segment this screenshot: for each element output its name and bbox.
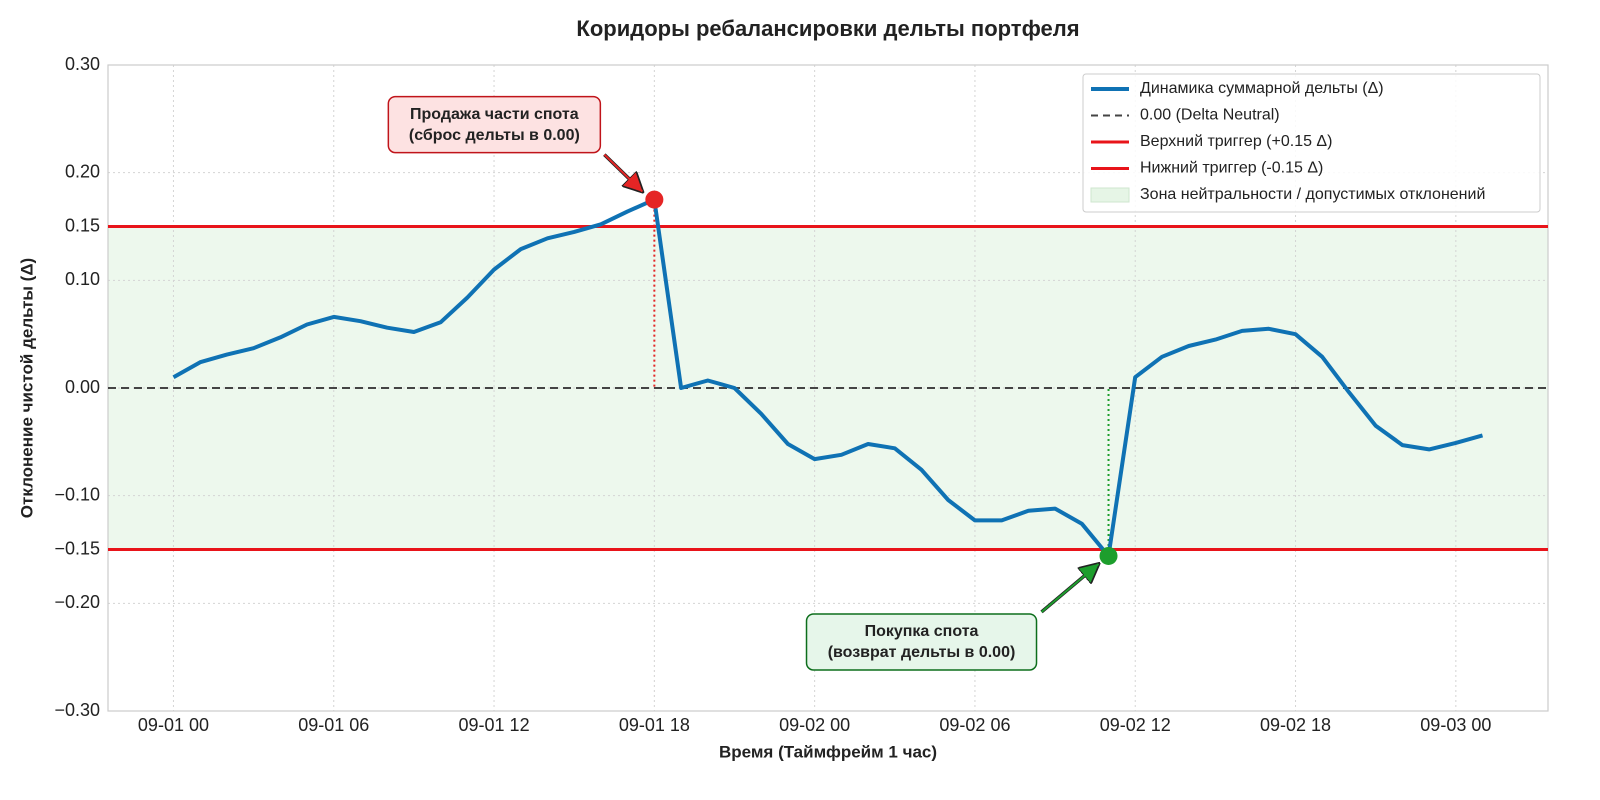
- x-tick-label: 09-03 00: [1420, 715, 1491, 735]
- annotation-arrow: [1040, 563, 1100, 613]
- event-marker: [1099, 546, 1118, 565]
- y-tick-label: 0.20: [65, 161, 100, 181]
- x-tick-label: 09-01 06: [298, 715, 369, 735]
- y-tick-label: −0.10: [54, 484, 100, 504]
- x-tick-label: 09-02 00: [779, 715, 850, 735]
- annotation-text: Покупка спота: [865, 623, 979, 640]
- annotation-box: [805, 613, 1038, 671]
- y-axis-label: Отклонение чистой дельты (Δ): [17, 258, 36, 518]
- legend-label: Динамика суммарной дельты (Δ): [1140, 80, 1384, 97]
- x-tick-label: 09-02 12: [1100, 715, 1171, 735]
- x-tick-label: 09-01 00: [138, 715, 209, 735]
- legend-swatch: [1090, 187, 1130, 203]
- event-marker: [645, 190, 664, 209]
- x-tick-label: 09-01 18: [619, 715, 690, 735]
- legend-label: Нижний триггер (-0.15 Δ): [1140, 160, 1323, 177]
- y-tick-label: −0.20: [54, 592, 100, 612]
- x-tick-label: 09-02 18: [1260, 715, 1331, 735]
- legend-label: Зона нейтральности / допустимых отклонен…: [1140, 186, 1485, 203]
- annotation-arrow: [603, 153, 644, 193]
- y-tick-label: 0.00: [65, 377, 100, 397]
- y-tick-label: 0.15: [65, 215, 100, 235]
- annotation-box: [387, 95, 602, 154]
- legend-label: 0.00 (Delta Neutral): [1140, 107, 1280, 124]
- y-tick-label: −0.15: [54, 538, 100, 558]
- y-tick-label: −0.30: [54, 700, 100, 720]
- annotation-text: (возврат дельты в 0.00): [828, 644, 1016, 661]
- x-tick-label: 09-02 06: [939, 715, 1010, 735]
- y-tick-label: 0.10: [65, 269, 100, 289]
- chart-title: Коридоры ребалансировки дельты портфеля: [576, 16, 1079, 41]
- x-tick-label: 09-01 12: [459, 715, 530, 735]
- x-axis-label: Время (Таймфрейм 1 час): [719, 742, 937, 761]
- y-tick-label: 0.30: [65, 54, 100, 74]
- data-line: [172, 197, 1484, 558]
- annotation-text: (сброс дельты в 0.00): [409, 127, 580, 144]
- legend-box: [1082, 73, 1541, 213]
- annotation-text: Продажа части спота: [410, 106, 579, 123]
- legend-label: Верхний триггер (+0.15 Δ): [1140, 133, 1332, 150]
